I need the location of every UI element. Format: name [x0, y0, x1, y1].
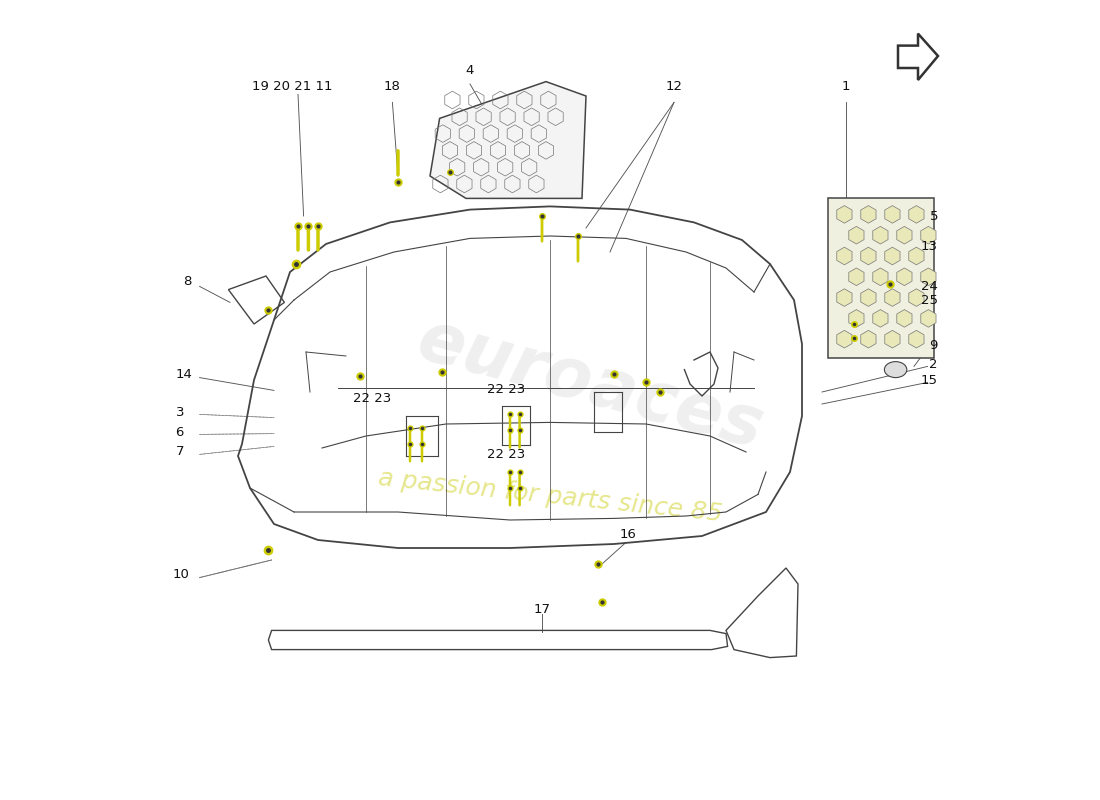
- Text: 4: 4: [465, 64, 474, 77]
- Text: 15: 15: [921, 374, 938, 386]
- Text: 3: 3: [176, 406, 184, 418]
- Text: 2: 2: [930, 358, 938, 370]
- Text: 22 23: 22 23: [487, 448, 525, 461]
- Text: a passion for parts since 85: a passion for parts since 85: [376, 466, 724, 526]
- Text: euroaces: euroaces: [410, 306, 770, 462]
- Text: 13: 13: [921, 240, 938, 253]
- Text: 12: 12: [666, 80, 682, 93]
- Text: 19 20 21 11: 19 20 21 11: [252, 80, 332, 93]
- Text: 17: 17: [534, 603, 550, 616]
- Text: 22 23: 22 23: [353, 392, 392, 405]
- Text: 8: 8: [184, 275, 192, 288]
- Text: 16: 16: [620, 528, 637, 541]
- Polygon shape: [430, 82, 586, 198]
- Ellipse shape: [884, 362, 906, 378]
- Polygon shape: [828, 198, 934, 358]
- Text: 25: 25: [921, 294, 938, 307]
- Text: 14: 14: [176, 368, 192, 381]
- Text: 10: 10: [173, 568, 189, 581]
- Text: 6: 6: [176, 426, 184, 438]
- Text: 5: 5: [930, 210, 938, 222]
- Text: 24: 24: [921, 280, 938, 293]
- Text: 1: 1: [842, 80, 850, 93]
- Text: 18: 18: [384, 80, 400, 93]
- Text: 7: 7: [176, 446, 184, 458]
- Text: 9: 9: [930, 339, 938, 352]
- Text: 22 23: 22 23: [487, 383, 525, 396]
